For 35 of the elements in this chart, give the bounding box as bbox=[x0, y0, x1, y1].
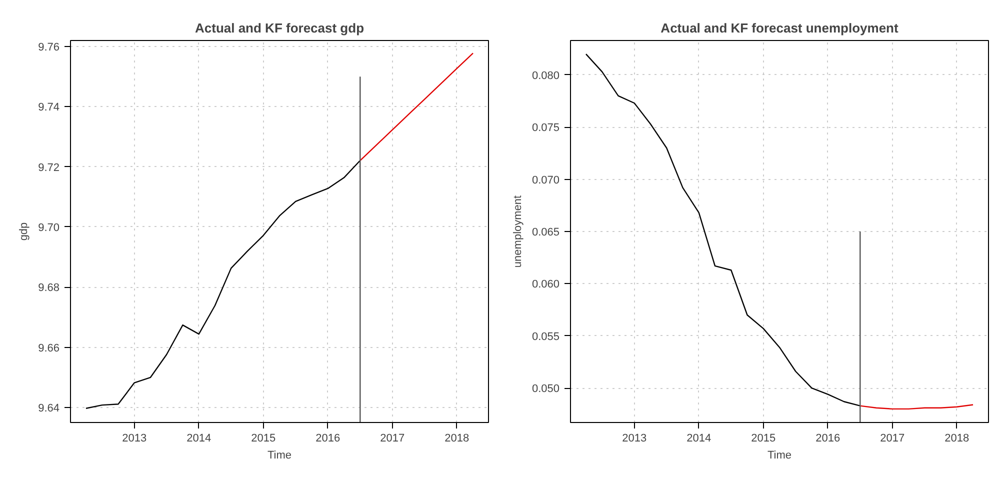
y-tick-label: 9.68 bbox=[38, 282, 60, 294]
line-series bbox=[585, 53, 861, 406]
line-series bbox=[85, 160, 361, 409]
y-tick-label: 0.065 bbox=[532, 226, 560, 238]
x-tick-label: 2016 bbox=[316, 432, 340, 444]
y-tick-label: 0.070 bbox=[532, 174, 560, 186]
y-tick-label: 0.080 bbox=[532, 70, 560, 82]
x-tick-label: 2014 bbox=[686, 432, 712, 444]
x-tick-label: 2018 bbox=[444, 432, 470, 444]
y-tick-label: 9.72 bbox=[38, 162, 60, 174]
x-tick-label: 2018 bbox=[944, 432, 970, 444]
chart-title: Actual and KF forecast unemployment bbox=[660, 20, 899, 36]
y-axis-title: gdp bbox=[18, 222, 30, 241]
y-tick-label: 0.050 bbox=[532, 383, 560, 396]
x-tick-label: 2015 bbox=[251, 432, 276, 444]
x-tick-label: 2016 bbox=[816, 432, 840, 444]
y-axis-title: unemployment bbox=[512, 195, 524, 268]
y-tick-label: 9.74 bbox=[38, 102, 60, 114]
x-axis-title: Time bbox=[267, 450, 292, 462]
chart-title: Actual and KF forecast gdp bbox=[194, 20, 364, 36]
y-tick-label: 9.66 bbox=[38, 342, 60, 354]
y-tick-label: 9.76 bbox=[38, 42, 60, 54]
x-tick-label: 2017 bbox=[880, 432, 905, 444]
x-tick-label: 2017 bbox=[380, 432, 405, 444]
y-tick-label: 9.64 bbox=[38, 402, 60, 414]
y-tick-label: 9.70 bbox=[38, 222, 60, 234]
line-series bbox=[360, 52, 474, 162]
x-tick-label: 2014 bbox=[186, 432, 212, 444]
y-tick-label: 0.075 bbox=[532, 122, 560, 134]
x-tick-label: 2015 bbox=[751, 432, 776, 444]
x-tick-label: 2013 bbox=[622, 432, 647, 444]
y-tick-label: 0.060 bbox=[532, 278, 560, 291]
y-tick-label: 0.055 bbox=[532, 330, 560, 343]
x-axis-title: Time bbox=[767, 450, 792, 462]
x-tick-label: 2013 bbox=[122, 432, 147, 444]
